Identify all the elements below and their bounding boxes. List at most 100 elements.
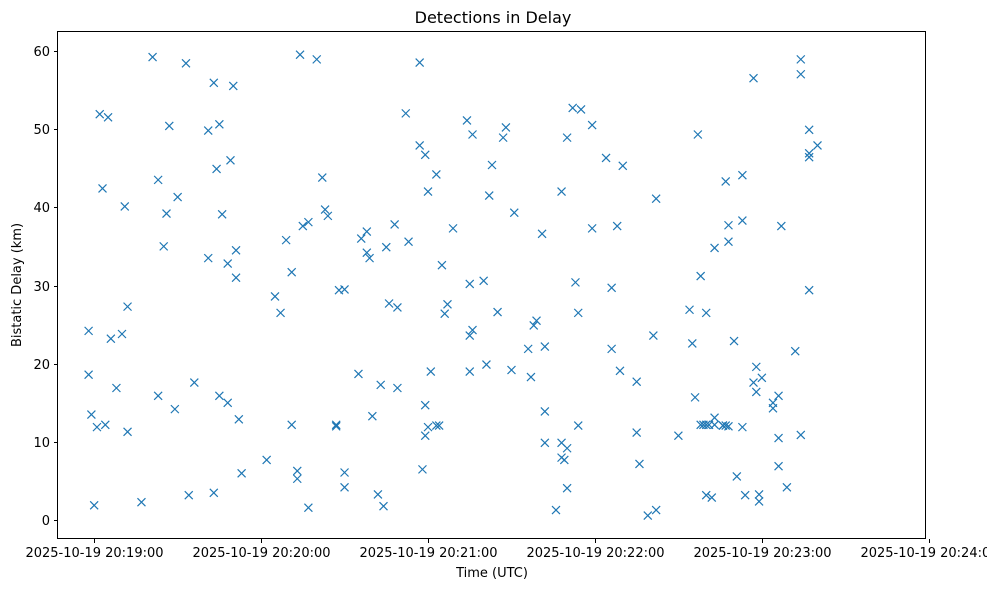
data-point xyxy=(537,229,547,239)
data-point xyxy=(84,370,94,380)
data-point xyxy=(701,308,711,318)
data-point xyxy=(106,334,116,344)
data-point xyxy=(162,209,171,218)
data-point xyxy=(615,366,625,376)
data-point xyxy=(365,253,375,263)
data-point xyxy=(710,243,719,253)
data-point xyxy=(209,78,219,88)
data-point xyxy=(148,52,158,62)
data-point xyxy=(103,112,113,122)
data-point xyxy=(340,284,349,294)
data-point xyxy=(749,73,758,83)
data-point xyxy=(448,223,458,233)
data-point xyxy=(540,438,550,448)
data-point xyxy=(203,126,213,136)
data-point xyxy=(635,459,644,469)
data-point xyxy=(479,276,489,286)
data-point xyxy=(568,103,578,113)
data-point xyxy=(529,320,539,330)
data-point xyxy=(768,403,778,413)
data-point xyxy=(303,503,313,513)
y-tick-label: 0 xyxy=(42,514,50,529)
data-point xyxy=(401,108,411,118)
data-point xyxy=(796,430,806,440)
x-tick-label: 2025-10-19 20:21:00 xyxy=(359,546,497,561)
data-point xyxy=(612,221,622,231)
data-point xyxy=(164,121,174,131)
data-point xyxy=(340,468,349,477)
data-point xyxy=(804,148,814,158)
data-point xyxy=(751,387,761,397)
data-point xyxy=(701,420,711,430)
data-point xyxy=(434,421,444,430)
y-tick-label: 20 xyxy=(33,358,50,373)
data-point xyxy=(465,279,475,289)
data-point xyxy=(813,141,822,150)
data-point xyxy=(587,120,597,130)
data-point xyxy=(212,164,222,174)
data-point xyxy=(562,133,572,143)
data-point xyxy=(95,109,105,119)
data-point xyxy=(298,221,308,231)
data-point xyxy=(751,362,761,372)
data-point xyxy=(431,421,441,430)
data-point xyxy=(754,489,764,499)
data-point xyxy=(729,336,739,346)
data-point xyxy=(498,133,508,143)
x-tick-label: 2025-10-19 20:24:00 xyxy=(860,546,987,561)
data-point xyxy=(214,119,224,129)
data-point xyxy=(312,54,322,64)
data-point xyxy=(443,299,452,309)
data-point xyxy=(487,160,497,170)
data-point xyxy=(223,398,233,408)
data-point xyxy=(123,302,132,312)
data-point xyxy=(379,501,388,511)
data-point xyxy=(340,482,349,492)
x-tick-label: 2025-10-19 20:20:00 xyxy=(192,546,330,561)
data-point xyxy=(576,105,586,114)
data-point xyxy=(468,130,477,139)
data-point xyxy=(526,372,536,382)
data-point xyxy=(276,308,285,318)
data-point xyxy=(92,422,102,432)
data-point xyxy=(721,177,731,186)
data-point xyxy=(790,346,800,356)
data-point xyxy=(323,211,333,221)
y-tick-label: 60 xyxy=(33,45,50,60)
data-point xyxy=(111,383,121,393)
data-point xyxy=(437,260,447,270)
data-point xyxy=(782,482,792,492)
x-axis: 2025-10-19 20:19:00 2025-10-19 20:20:00 20… xyxy=(25,539,987,561)
data-point xyxy=(331,421,341,431)
data-point xyxy=(540,407,550,416)
data-point xyxy=(100,420,110,430)
data-point xyxy=(159,241,169,251)
data-point xyxy=(295,50,305,60)
data-point xyxy=(420,431,430,441)
data-point xyxy=(607,344,617,354)
data-point xyxy=(404,237,413,247)
y-tick-label: 10 xyxy=(33,436,50,451)
data-point xyxy=(651,194,661,204)
data-point xyxy=(465,367,475,376)
data-point xyxy=(123,427,132,437)
data-point xyxy=(493,307,502,317)
data-point xyxy=(673,431,683,441)
data-point xyxy=(153,391,163,401)
data-point xyxy=(367,411,377,421)
data-point xyxy=(587,223,597,233)
data-point xyxy=(320,205,330,215)
data-point xyxy=(732,471,742,481)
data-point xyxy=(184,490,194,500)
data-point xyxy=(804,152,814,162)
data-point xyxy=(737,216,747,225)
data-point xyxy=(707,493,717,502)
data-point xyxy=(423,422,433,432)
data-point xyxy=(776,221,786,231)
data-point xyxy=(354,369,363,379)
data-point xyxy=(532,316,541,326)
data-point xyxy=(223,259,233,269)
data-point xyxy=(551,505,561,515)
data-point xyxy=(696,271,706,281)
